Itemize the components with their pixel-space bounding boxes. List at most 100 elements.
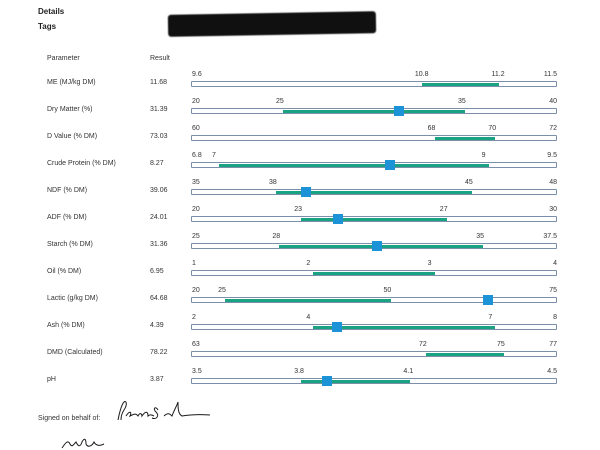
result-value: 31.39 — [150, 106, 168, 113]
optimal-range-band — [301, 218, 447, 221]
scale-label: 68 — [427, 125, 436, 132]
scale-label: 4 — [306, 314, 311, 321]
scale-label: 11.5 — [543, 71, 557, 78]
range-bar — [191, 322, 557, 332]
scale-label: 63 — [192, 341, 200, 348]
scale-label: 4.5 — [547, 368, 557, 375]
parameter-name: DMD (Calculated) — [47, 349, 103, 356]
range-bar — [191, 106, 557, 116]
scale-label: 48 — [549, 179, 557, 186]
scale-label: 1 — [192, 260, 196, 267]
optimal-range-band — [434, 137, 496, 140]
scale-label: 4.1 — [403, 368, 414, 375]
range-bar — [191, 295, 557, 305]
result-marker — [331, 322, 342, 332]
optimal-range-band — [276, 191, 472, 194]
parameter-name: pH — [47, 376, 56, 383]
table-row: D Value (% DM) 73.03 60 68 70 72 — [0, 125, 600, 154]
result-value: 8.27 — [150, 160, 164, 167]
result-marker — [372, 241, 383, 251]
optimal-range-band — [218, 164, 489, 167]
signed-on-behalf-label: Signed on behalf of: — [38, 415, 101, 422]
table-row: Lactic (g/kg DM) 64.68 20 25 50 75 — [0, 287, 600, 316]
scale-label: 20 — [192, 206, 200, 213]
scale-label: 6.8 — [192, 152, 202, 159]
table-row: Ash (% DM) 4.39 2 4 7 8 — [0, 314, 600, 343]
scale-label: 70 — [488, 125, 497, 132]
result-marker — [300, 187, 311, 197]
range-bar — [191, 135, 557, 141]
scale-label: 3.8 — [294, 368, 304, 375]
result-column-header: Result — [150, 55, 170, 62]
range-bar — [191, 214, 557, 224]
optimal-range-band — [283, 110, 465, 113]
result-value: 39.06 — [150, 187, 168, 194]
parameter-name: Lactic (g/kg DM) — [47, 295, 98, 302]
table-row: Dry Matter (%) 31.39 20 25 35 40 — [0, 98, 600, 127]
scale-label: 72 — [549, 125, 557, 132]
parameter-column-header: Parameter — [47, 55, 80, 62]
range-bar — [191, 81, 557, 87]
result-marker — [332, 214, 343, 224]
table-row: ME (MJ/kg DM) 11.68 9.6 10.8 11.2 11.5 — [0, 71, 600, 100]
scale-label: 25 — [276, 98, 284, 105]
scale-label: 27 — [439, 206, 448, 213]
scale-label: 8 — [553, 314, 557, 321]
scale-label: 25 — [218, 287, 226, 294]
table-row: Crude Protein (% DM) 8.27 6.8 7 9 9.5 — [0, 152, 600, 181]
range-bar — [191, 160, 557, 170]
scale-label: 28 — [272, 233, 281, 240]
scale-label: 35 — [192, 179, 200, 186]
optimal-range-band — [426, 353, 504, 356]
scale-label: 38 — [269, 179, 277, 186]
result-value: 24.01 — [150, 214, 168, 221]
result-value: 6.95 — [150, 268, 164, 275]
result-value: 31.36 — [150, 241, 168, 248]
scale-label: 50 — [383, 287, 392, 294]
scale-label: 3 — [427, 260, 432, 267]
range-bar — [191, 187, 557, 197]
scale-label: 45 — [465, 179, 473, 186]
scale-label: 72 — [419, 341, 427, 348]
result-value: 4.39 — [150, 322, 164, 329]
result-value: 64.68 — [150, 295, 168, 302]
tags-label: Tags — [38, 22, 57, 31]
result-marker — [394, 106, 405, 116]
scale-label: 9.5 — [547, 152, 557, 159]
parameter-name: NDF (% DM) — [47, 187, 88, 194]
scale-label: 3.5 — [192, 368, 202, 375]
signature — [117, 401, 211, 421]
scale-label: 9.6 — [192, 71, 202, 78]
parameter-name: Crude Protein (% DM) — [47, 160, 116, 167]
redacted-tags-value — [167, 11, 377, 37]
scale-label: 40 — [549, 98, 557, 105]
parameter-name: Oil (% DM) — [47, 268, 82, 275]
range-bar — [191, 376, 557, 386]
parameter-name: Starch (% DM) — [47, 241, 93, 248]
scale-label: 37.5 — [543, 233, 557, 240]
scale-label: 35 — [458, 98, 466, 105]
scale-label: 60 — [192, 125, 200, 132]
result-marker — [482, 295, 493, 305]
scale-label: 30 — [549, 206, 557, 213]
table-row: Starch (% DM) 31.36 25 28 35 37.5 — [0, 233, 600, 262]
range-bar — [191, 270, 557, 276]
scale-label: 77 — [549, 341, 557, 348]
scale-label: 10.8 — [414, 71, 429, 78]
parameter-name: Ash (% DM) — [47, 322, 85, 329]
result-marker — [385, 160, 396, 170]
scale-label: 2 — [192, 314, 196, 321]
scale-label: 20 — [192, 98, 200, 105]
optimal-range-band — [225, 299, 391, 302]
table-row: DMD (Calculated) 78.22 63 72 75 77 — [0, 341, 600, 370]
scale-label: 9 — [481, 152, 486, 159]
result-marker — [321, 376, 332, 386]
range-bar — [191, 241, 557, 251]
optimal-range-band — [313, 272, 435, 275]
table-row: ADF (% DM) 24.01 20 23 27 30 — [0, 206, 600, 235]
optimal-range-band — [421, 83, 499, 86]
parameter-name: D Value (% DM) — [47, 133, 98, 140]
result-value: 3.87 — [150, 376, 164, 383]
scale-label: 11.2 — [491, 71, 505, 78]
parameter-name: ME (MJ/kg DM) — [47, 79, 96, 86]
